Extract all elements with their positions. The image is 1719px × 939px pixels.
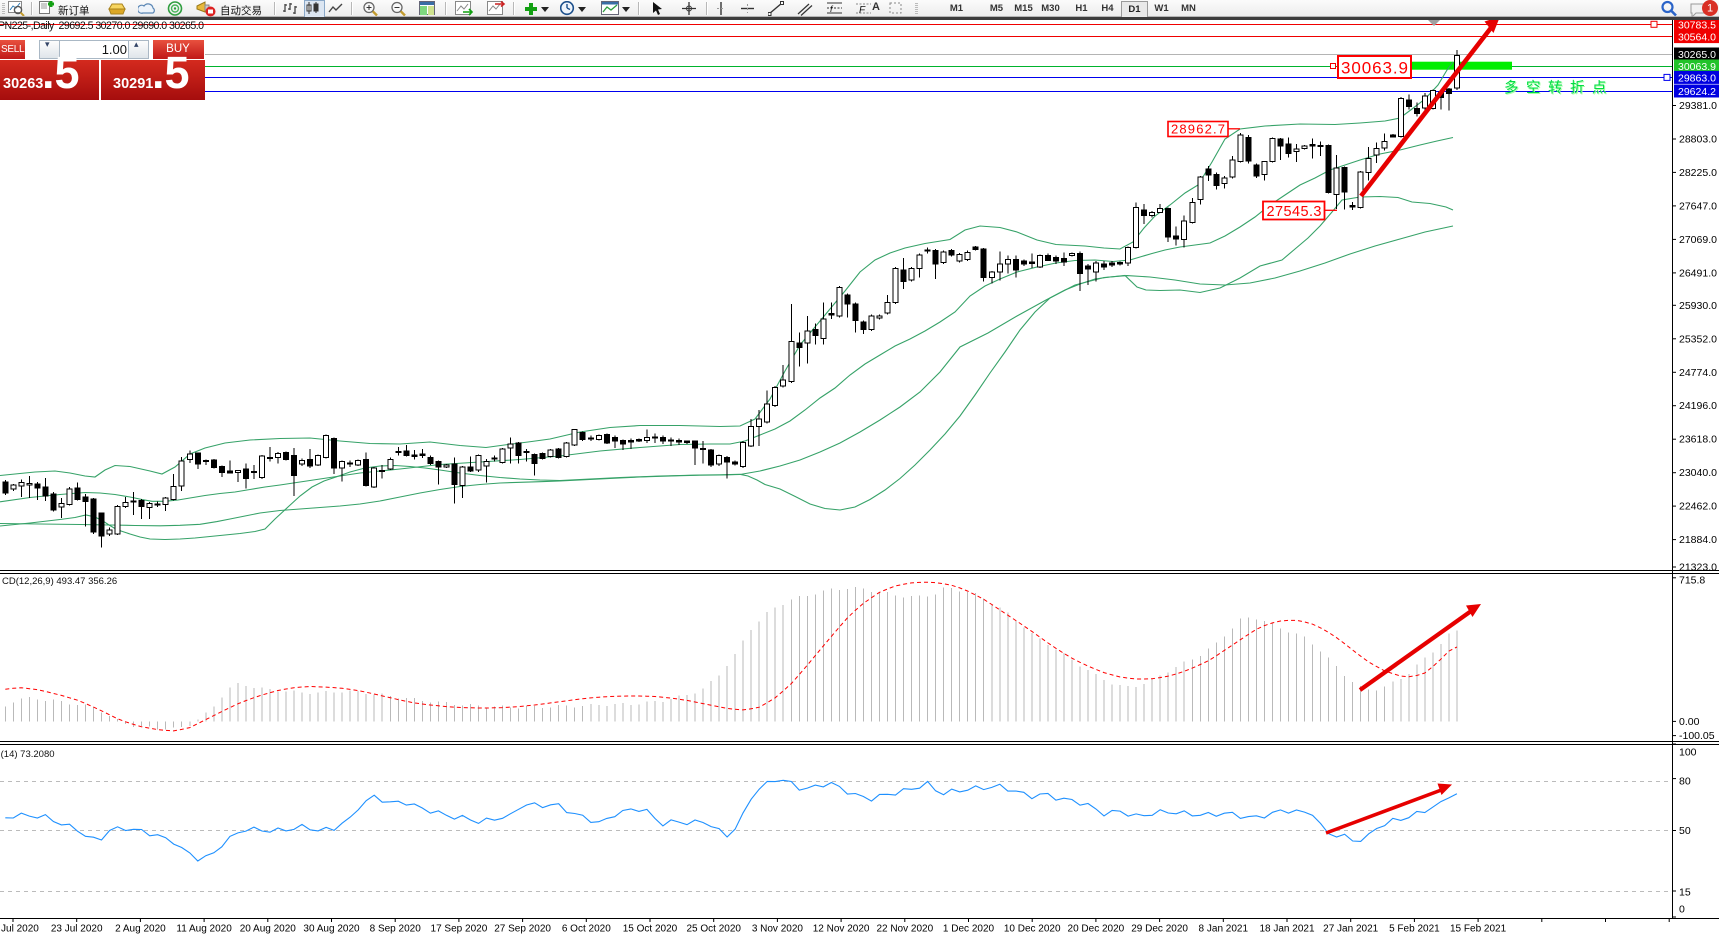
svg-text:25352.0: 25352.0 bbox=[1679, 333, 1717, 345]
svg-text:21323.0: 21323.0 bbox=[1679, 562, 1717, 574]
svg-text:8 Sep 2020: 8 Sep 2020 bbox=[370, 924, 422, 935]
svg-text:27 Jan 2021: 27 Jan 2021 bbox=[1323, 924, 1378, 935]
svg-text:30063.9: 30063.9 bbox=[1341, 59, 1408, 78]
svg-text:23040.0: 23040.0 bbox=[1679, 467, 1717, 479]
svg-text:8 Jan 2021: 8 Jan 2021 bbox=[1199, 924, 1249, 935]
svg-text:12 Nov 2020: 12 Nov 2020 bbox=[813, 924, 870, 935]
svg-text:715.8: 715.8 bbox=[1679, 575, 1705, 587]
svg-text:15 Oct 2020: 15 Oct 2020 bbox=[623, 924, 678, 935]
svg-text:21884.0: 21884.0 bbox=[1679, 534, 1717, 546]
svg-text:28803.0: 28803.0 bbox=[1679, 134, 1717, 146]
svg-text:50: 50 bbox=[1679, 825, 1691, 837]
svg-text:0: 0 bbox=[1679, 904, 1685, 916]
svg-text:27 Sep 2020: 27 Sep 2020 bbox=[494, 924, 551, 935]
svg-text:24196.0: 24196.0 bbox=[1679, 400, 1717, 412]
svg-text:13 Jul 2020: 13 Jul 2020 bbox=[0, 924, 39, 935]
svg-text:1: 1 bbox=[1707, 3, 1713, 15]
svg-text:28225.0: 28225.0 bbox=[1679, 167, 1717, 179]
svg-text:11 Aug 2020: 11 Aug 2020 bbox=[176, 924, 232, 935]
svg-text:30063.9: 30063.9 bbox=[1678, 61, 1716, 73]
svg-text:28962.7: 28962.7 bbox=[1171, 121, 1225, 136]
svg-text:29863.0: 29863.0 bbox=[1678, 72, 1716, 84]
svg-text:30265.0: 30265.0 bbox=[1678, 49, 1716, 61]
svg-text:29381.0: 29381.0 bbox=[1679, 100, 1717, 112]
svg-text:20 Aug 2020: 20 Aug 2020 bbox=[240, 924, 297, 935]
svg-text:26491.0: 26491.0 bbox=[1679, 267, 1717, 279]
svg-text:1 Dec 2020: 1 Dec 2020 bbox=[943, 924, 995, 935]
svg-text:25930.0: 25930.0 bbox=[1679, 300, 1717, 312]
svg-text:15: 15 bbox=[1679, 887, 1691, 899]
svg-text:27647.0: 27647.0 bbox=[1679, 200, 1717, 212]
svg-text:18 Jan 2021: 18 Jan 2021 bbox=[1259, 924, 1314, 935]
svg-text:20 Dec 2020: 20 Dec 2020 bbox=[1068, 924, 1125, 935]
svg-text:30564.0: 30564.0 bbox=[1678, 32, 1716, 44]
svg-text:24774.0: 24774.0 bbox=[1679, 367, 1717, 379]
svg-text:6 Oct 2020: 6 Oct 2020 bbox=[562, 924, 611, 935]
svg-text:100: 100 bbox=[1679, 747, 1697, 759]
svg-text:17 Sep 2020: 17 Sep 2020 bbox=[431, 924, 488, 935]
svg-text:29 Dec 2020: 29 Dec 2020 bbox=[1131, 924, 1188, 935]
svg-text:I(14) 73.2080: I(14) 73.2080 bbox=[0, 749, 55, 760]
svg-text:27545.3: 27545.3 bbox=[1267, 204, 1322, 220]
svg-text:22 Nov 2020: 22 Nov 2020 bbox=[876, 924, 933, 935]
svg-text:23618.0: 23618.0 bbox=[1679, 434, 1717, 446]
svg-text:-100.05: -100.05 bbox=[1679, 730, 1715, 742]
svg-text:29624.2: 29624.2 bbox=[1678, 86, 1716, 98]
svg-text:2 Aug 2020: 2 Aug 2020 bbox=[115, 924, 166, 935]
svg-text:f: f bbox=[830, 4, 834, 14]
svg-text:22462.0: 22462.0 bbox=[1679, 501, 1717, 513]
svg-text:25 Oct 2020: 25 Oct 2020 bbox=[686, 924, 741, 935]
svg-text:15 Feb 2021: 15 Feb 2021 bbox=[1450, 924, 1507, 935]
svg-text:27069.0: 27069.0 bbox=[1679, 234, 1717, 246]
svg-text:10 Dec 2020: 10 Dec 2020 bbox=[1004, 924, 1061, 935]
svg-text:80: 80 bbox=[1679, 776, 1691, 788]
svg-text:PN225-,Daily 29692.5 30270.0: PN225-,Daily 29692.5 30270.0 29690.0 302… bbox=[0, 20, 204, 32]
svg-text:0.00: 0.00 bbox=[1679, 716, 1700, 728]
svg-text:30 Aug 2020: 30 Aug 2020 bbox=[303, 924, 360, 935]
svg-text:3 Nov 2020: 3 Nov 2020 bbox=[752, 924, 804, 935]
svg-text:多空转折点: 多空转折点 bbox=[1504, 79, 1614, 96]
svg-text:CD(12,26,9) 493.47 356.26: CD(12,26,9) 493.47 356.26 bbox=[2, 576, 117, 587]
svg-text:30783.5: 30783.5 bbox=[1678, 19, 1716, 31]
svg-text:5 Feb 2021: 5 Feb 2021 bbox=[1389, 924, 1440, 935]
svg-text:F: F bbox=[859, 5, 866, 16]
svg-text:23 Jul 2020: 23 Jul 2020 bbox=[51, 924, 103, 935]
